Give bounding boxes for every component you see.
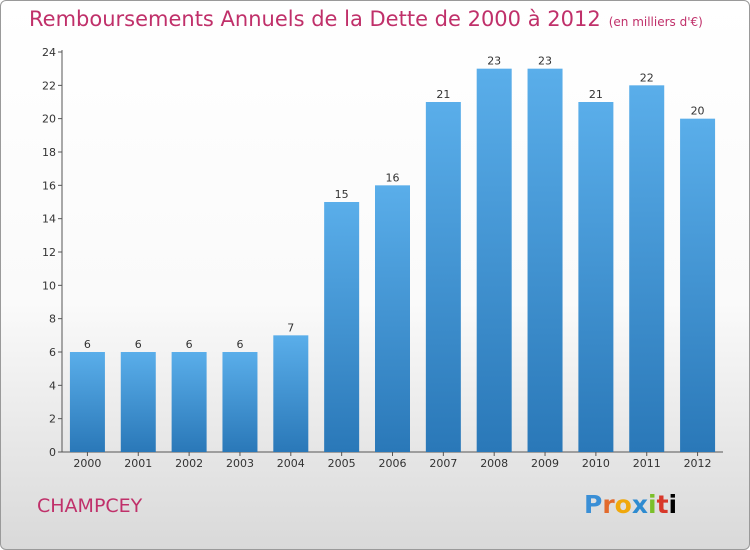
bar-value-label: 22	[640, 71, 654, 84]
logo-letter: o	[614, 490, 632, 519]
bar	[222, 352, 258, 452]
y-tick-label: 14	[42, 213, 56, 226]
bar-value-label: 6	[186, 338, 193, 351]
x-tick-label: 2011	[633, 457, 661, 470]
bar	[425, 102, 461, 452]
y-tick-label: 10	[42, 279, 56, 292]
bar-value-label: 21	[436, 88, 450, 101]
bar-value-label: 15	[335, 188, 349, 201]
y-tick-label: 12	[42, 246, 56, 259]
commune-name: CHAMPCEY	[37, 495, 143, 517]
y-tick-label: 0	[49, 446, 56, 459]
y-tick-label: 6	[49, 346, 56, 359]
y-tick-label: 22	[42, 79, 56, 92]
bar	[69, 352, 105, 452]
y-tick-label: 16	[42, 179, 56, 192]
bar-value-label: 6	[236, 338, 243, 351]
y-tick-label: 4	[49, 379, 56, 392]
y-tick-label: 20	[42, 113, 56, 126]
x-tick-label: 2012	[684, 457, 712, 470]
logo-letter: i	[648, 490, 657, 519]
bar	[171, 352, 207, 452]
x-tick-label: 2002	[175, 457, 203, 470]
x-tick-label: 2005	[328, 457, 356, 470]
bars	[69, 68, 716, 453]
x-tick-label: 2010	[582, 457, 610, 470]
chart-title: Remboursements Annuels de la Dette de 20…	[29, 7, 703, 31]
bar-value-label: 23	[487, 55, 501, 68]
bar	[680, 118, 716, 453]
x-tick-label: 2006	[379, 457, 407, 470]
y-tick-label: 18	[42, 146, 56, 159]
bar	[578, 102, 614, 452]
y-tick-label: 8	[49, 313, 56, 326]
logo-letter: r	[602, 490, 615, 519]
bar-value-label: 6	[84, 338, 91, 351]
x-tick-label: 2004	[277, 457, 305, 470]
bar-value-label: 6	[135, 338, 142, 351]
y-tick-label: 24	[42, 46, 56, 59]
x-tick-label: 2007	[429, 457, 457, 470]
logo-letter: t	[656, 490, 669, 519]
bar-value-label: 21	[589, 88, 603, 101]
x-tick-label: 2000	[73, 457, 101, 470]
bar-value-label: 20	[691, 105, 705, 118]
x-tick-label: 2009	[531, 457, 559, 470]
chart-title-unit: (en milliers d'€)	[608, 15, 703, 29]
bar-value-label: 7	[287, 321, 294, 334]
bar	[120, 352, 156, 452]
x-tick-label: 2003	[226, 457, 254, 470]
labels: 6 2000 6 2001 6 2002 6 2003 7 2004 15 2005 16 2006 21 2…	[73, 55, 711, 470]
logo-letter: x	[631, 490, 648, 519]
y-tick-label: 2	[49, 413, 56, 426]
bar	[324, 202, 360, 452]
bar	[476, 68, 512, 453]
bar-value-label: 16	[386, 171, 400, 184]
bar	[375, 185, 410, 453]
logo-letter: i	[668, 490, 678, 519]
bar	[527, 68, 563, 453]
proxiti-logo: Proxiti	[584, 490, 677, 519]
logo-letter: P	[584, 490, 603, 519]
bar	[629, 85, 665, 452]
x-tick-label: 2008	[480, 457, 508, 470]
bar	[273, 335, 309, 452]
chart-title-main: Remboursements Annuels de la Dette de 20…	[29, 7, 601, 31]
bar-value-label: 23	[538, 55, 552, 68]
x-tick-label: 2001	[124, 457, 152, 470]
